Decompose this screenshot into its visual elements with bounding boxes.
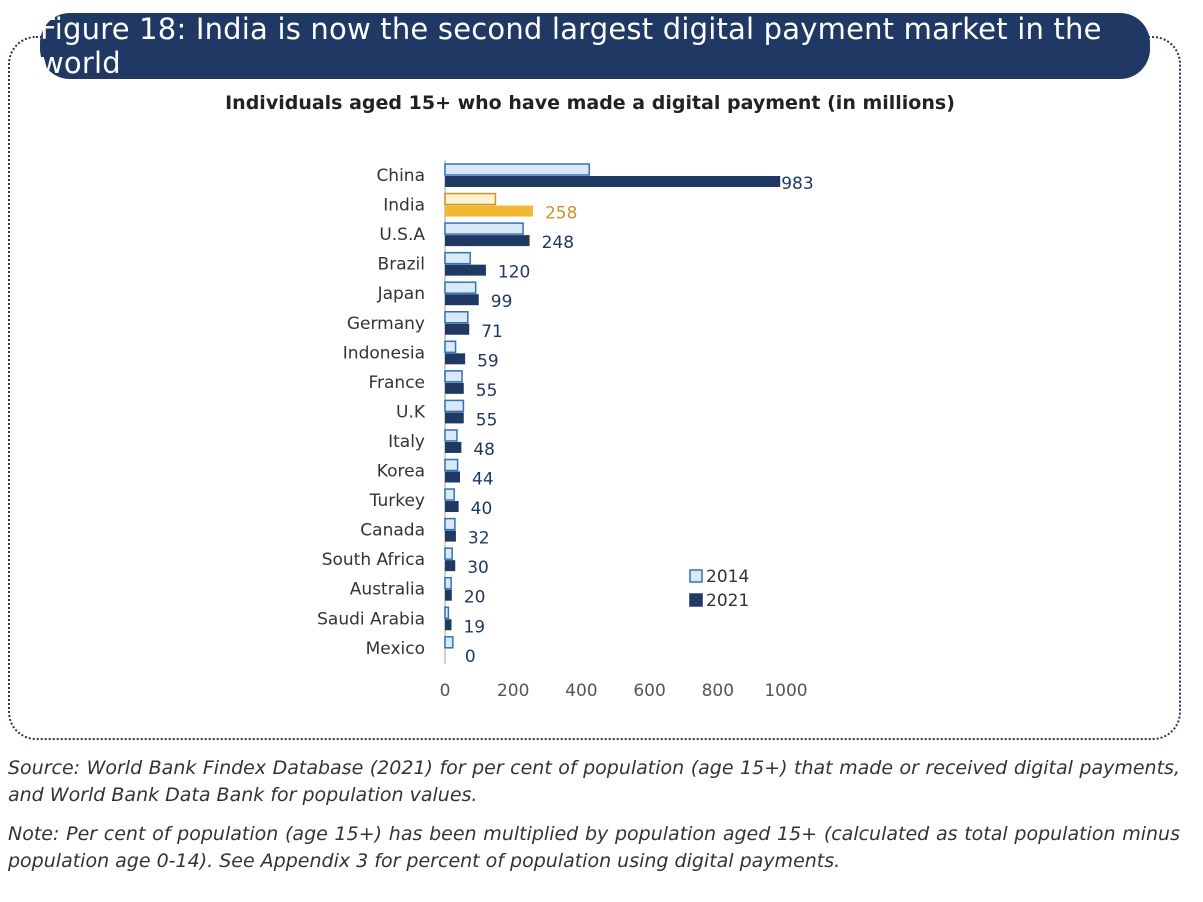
category-label: Australia (350, 580, 425, 600)
bar-2014 (444, 340, 457, 354)
bar-2021 (445, 353, 466, 365)
x-tick-label: 800 (702, 681, 734, 701)
x-tick-label: 1000 (764, 681, 807, 701)
data-label: 248 (542, 233, 574, 253)
bar-2014 (444, 606, 450, 619)
legend-label: 2021 (706, 591, 749, 611)
x-tick-label: 0 (440, 681, 451, 701)
data-label: 48 (473, 440, 495, 460)
data-label: 120 (498, 263, 530, 283)
legend-swatch-2021 (689, 593, 703, 607)
data-label: 32 (468, 529, 490, 549)
bar-2021 (445, 619, 452, 631)
bar-2021 (445, 235, 530, 247)
data-label: 30 (467, 558, 489, 578)
bar-2021 (445, 382, 464, 394)
data-label: 55 (476, 381, 498, 401)
bar-2014 (444, 370, 463, 383)
category-label: Turkey (369, 491, 425, 511)
source-text: Source: World Bank Findex Database (2021… (8, 757, 1180, 806)
x-tick-label: 400 (565, 681, 597, 701)
bar-2021 (445, 441, 462, 453)
bar-2014 (444, 547, 453, 560)
bar-2014 (444, 311, 469, 324)
data-label: 71 (481, 322, 503, 342)
category-label: South Africa (322, 550, 425, 570)
category-label: India (383, 196, 425, 216)
note-text: Note: Per cent of population (age 15+) h… (8, 823, 1180, 872)
category-label: U.K (396, 402, 426, 422)
figure-title: Figure 18: India is now the second large… (40, 12, 1150, 80)
bar-2021 (445, 560, 456, 572)
category-label: Brazil (378, 255, 425, 275)
data-label: 44 (472, 470, 494, 490)
bar-2021 (445, 530, 456, 542)
chart-title: Individuals aged 15+ who have made a dig… (225, 92, 955, 114)
bar-2021 (445, 323, 470, 335)
bar-2014 (444, 576, 452, 590)
category-label: Germany (347, 314, 425, 334)
category-label: Japan (377, 284, 425, 304)
bar-2021 (445, 589, 452, 601)
data-label: 0 (465, 647, 476, 667)
data-label: 40 (471, 499, 493, 519)
bar-2014 (444, 488, 455, 501)
category-label: U.S.A (379, 225, 425, 245)
bar-2021 (445, 412, 464, 424)
data-label: 59 (477, 351, 499, 371)
bar-2014 (444, 192, 497, 206)
category-label: Italy (388, 432, 425, 452)
category-label: China (376, 166, 425, 186)
data-label: 99 (491, 292, 513, 312)
bar-2014 (444, 517, 456, 531)
bar-2014 (444, 458, 459, 472)
bar-2021 (445, 264, 486, 276)
bar-2021 (445, 501, 459, 513)
bar-2021 (445, 176, 781, 187)
bar-2014 (444, 429, 458, 442)
category-label: Indonesia (343, 343, 425, 363)
data-label: 20 (464, 588, 486, 608)
bar-chart: China 983 India 258 U.S.A 248 Brazil 120 Japan 99… (317, 160, 814, 701)
bar-2014 (444, 222, 524, 235)
legend-swatch-2014 (689, 569, 703, 583)
data-label: 19 (463, 617, 485, 637)
category-label: Saudi Arabia (317, 609, 425, 629)
bar-2021 (445, 471, 461, 483)
x-tick-label: 200 (497, 681, 529, 701)
legend-label: 2014 (706, 567, 749, 587)
bar-2014 (444, 163, 590, 176)
bar-2014 (444, 636, 454, 649)
data-label: 55 (476, 410, 498, 430)
bar-2021 (445, 205, 533, 217)
data-label: 983 (781, 174, 813, 194)
category-label: Korea (377, 462, 425, 482)
bar-2014 (444, 281, 477, 294)
category-label: Mexico (366, 639, 425, 659)
category-label: Canada (360, 521, 425, 541)
x-tick-label: 600 (633, 681, 665, 701)
bar-2014 (444, 251, 471, 265)
bar-2014 (444, 399, 465, 413)
category-label: France (368, 373, 425, 393)
data-label: 258 (545, 204, 577, 224)
bar-2021 (445, 294, 479, 306)
